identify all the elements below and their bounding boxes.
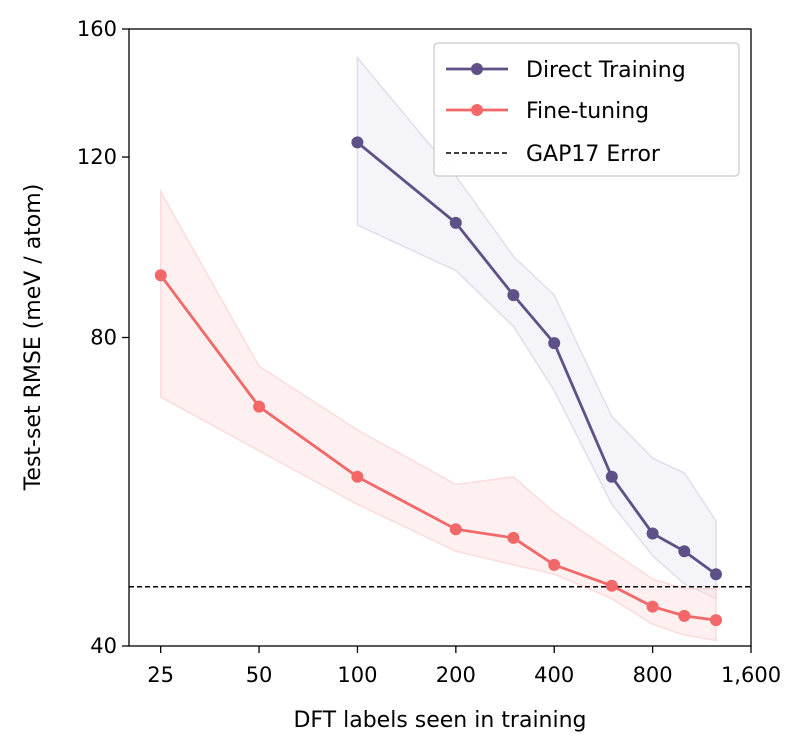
fine-tuning-point <box>548 558 561 571</box>
x-axis-label: DFT labels seen in training <box>293 708 586 733</box>
y-axis-ticks: 40 80 120 160 <box>77 17 129 658</box>
legend-label-gap17-error: GAP17 Error <box>526 142 661 167</box>
y-tick-label: 160 <box>77 17 117 41</box>
legend-label-direct-training: Direct Training <box>526 58 686 83</box>
direct-training-point <box>449 216 462 229</box>
x-axis-ticks: 25 50 100 200 400 800 1,600 <box>147 646 781 687</box>
x-tick-label: 100 <box>337 663 377 687</box>
x-tick-label: 400 <box>534 663 574 687</box>
fine-tuning-point <box>507 531 520 544</box>
fine-tuning-point <box>253 400 266 413</box>
y-axis-label: Test-set RMSE (meV / atom) <box>21 184 46 492</box>
y-tick-label: 120 <box>77 145 117 169</box>
direct-training-point <box>678 545 691 558</box>
series-points <box>154 136 722 627</box>
direct-training-point <box>351 136 364 149</box>
x-tick-label: 25 <box>147 663 174 687</box>
fine-tuning-point <box>449 523 462 536</box>
series-lines <box>159 141 717 622</box>
fine-tuning-line <box>159 274 717 622</box>
direct-training-point <box>507 289 520 302</box>
y-tick-label: 80 <box>90 326 117 350</box>
fine-tuning-point <box>710 614 722 627</box>
fine-tuning-confidence-band <box>159 188 717 642</box>
direct-training-point <box>710 568 722 581</box>
legend-label-fine-tuning: Fine-tuning <box>526 99 649 124</box>
x-tick-label: 200 <box>436 663 476 687</box>
y-tick-label: 40 <box>90 634 117 658</box>
direct-training-point <box>605 470 618 483</box>
x-tick-label: 50 <box>246 663 273 687</box>
fine-tuning-point <box>154 269 167 282</box>
direct-training-line <box>356 141 717 576</box>
legend-box <box>433 42 740 177</box>
direct-training-point <box>548 337 561 350</box>
legend-marker-direct-training <box>471 63 483 75</box>
fine-tuning-point <box>678 609 691 622</box>
direct-training-point <box>646 527 659 540</box>
legend: Direct Training Fine-tuning GAP17 Error <box>433 42 740 177</box>
x-tick-label: 800 <box>633 663 673 687</box>
fine-tuning-point <box>351 470 364 483</box>
uncertainty-bands <box>159 55 717 642</box>
x-tick-label: 1,600 <box>721 663 781 687</box>
fine-tuning-point <box>605 579 618 592</box>
fine-tuning-point <box>646 600 659 613</box>
legend-marker-fine-tuning <box>471 104 483 116</box>
